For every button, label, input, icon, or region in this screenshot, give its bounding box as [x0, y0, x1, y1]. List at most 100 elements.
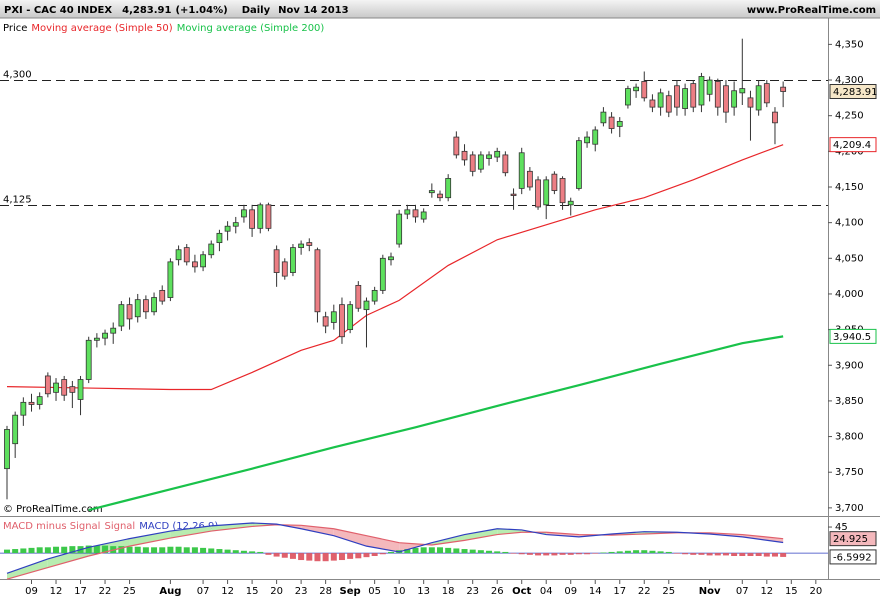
- candle-body: [526, 170, 533, 188]
- candle-body: [567, 200, 574, 206]
- candle-body: [298, 243, 305, 249]
- histogram-bar: [191, 547, 198, 554]
- candle-body: [657, 92, 664, 108]
- candle-body: [714, 81, 721, 108]
- candle-body: [600, 111, 607, 124]
- candle-body: [232, 222, 239, 227]
- candle-body: [28, 401, 35, 405]
- candle-body: [339, 304, 345, 338]
- y-tick-label: 4,300: [835, 75, 864, 86]
- histogram-bar: [208, 548, 215, 554]
- candle-body: [273, 249, 280, 273]
- x-tick-label: 22: [99, 586, 112, 597]
- histogram-bar: [85, 545, 92, 554]
- histogram-bar: [257, 551, 264, 554]
- candle-body: [453, 136, 460, 156]
- histogram-bar: [747, 553, 754, 556]
- candle-body: [469, 154, 476, 172]
- value-tag: 4,209.4: [833, 140, 871, 151]
- candle-body: [12, 414, 19, 445]
- macd-fill: [211, 522, 253, 532]
- histogram-bar: [502, 551, 509, 554]
- histogram-bar: [477, 550, 484, 554]
- candle-body: [592, 129, 599, 145]
- y-tick-label: 4,150: [835, 182, 864, 193]
- histogram-bar: [281, 553, 288, 558]
- macd-fill: [129, 531, 171, 547]
- candle-body: [102, 332, 108, 339]
- histogram-bar: [28, 547, 35, 554]
- candle-body: [461, 150, 468, 161]
- x-tick-label: 28: [319, 586, 332, 597]
- candle-body: [420, 211, 427, 220]
- candle-body: [36, 396, 43, 405]
- histogram-bar: [240, 550, 247, 554]
- candle-body: [183, 247, 190, 263]
- header-bar: [0, 0, 880, 18]
- histogram-bar: [633, 550, 640, 554]
- candle-body: [747, 97, 754, 108]
- candle-body: [20, 401, 27, 416]
- histogram-bar: [755, 553, 762, 556]
- histogram-bar: [175, 546, 182, 554]
- candle-body: [388, 256, 394, 261]
- histogram-bar: [126, 546, 133, 554]
- date: Nov 14 2013: [278, 5, 349, 16]
- histogram-bar: [575, 553, 582, 555]
- value-tag-box: [829, 531, 877, 547]
- candle-body: [674, 85, 680, 108]
- histogram-bar: [690, 553, 697, 555]
- histogram-bar: [44, 547, 51, 554]
- x-tick-label: Sep: [340, 586, 361, 597]
- macd-fill: [464, 528, 498, 541]
- candle-body: [200, 254, 206, 268]
- histogram-bar: [36, 547, 43, 554]
- candle-body: [110, 327, 117, 334]
- histogram-bar: [347, 553, 354, 559]
- y-tick-label: 3,700: [835, 503, 864, 514]
- histogram-bar: [649, 550, 656, 554]
- y-tick-label: 3,850: [835, 396, 864, 407]
- histogram-bar: [338, 553, 345, 561]
- y-tick-label: 4,100: [835, 218, 864, 229]
- candle-body: [445, 178, 452, 199]
- histogram-bar: [330, 553, 337, 561]
- candle-body: [625, 88, 631, 106]
- histogram-bar: [167, 546, 174, 554]
- candle-body: [61, 379, 68, 396]
- candle-body: [494, 150, 501, 158]
- x-tick-label: 14: [589, 586, 602, 597]
- histogram-bar: [461, 549, 468, 554]
- candle-body: [134, 299, 141, 318]
- histogram-bar: [53, 546, 60, 554]
- candle-body: [241, 209, 247, 218]
- histogram-bar: [183, 547, 190, 554]
- macd-fill: [366, 535, 400, 552]
- x-tick-label: 25: [123, 586, 136, 597]
- x-tick-label: Nov: [699, 586, 721, 597]
- candle-body: [575, 140, 582, 189]
- macd-line: [6, 524, 784, 580]
- legend-signal: Signal: [104, 521, 135, 532]
- candle-body: [44, 375, 51, 395]
- histogram-bar: [151, 547, 158, 554]
- histogram-bar: [739, 553, 746, 556]
- candle-body: [559, 178, 566, 204]
- histogram-bar: [314, 553, 321, 562]
- x-tick-label: 12: [50, 586, 63, 597]
- candle-body: [159, 289, 166, 302]
- candle-body: [347, 304, 354, 331]
- x-tick-label: 22: [638, 586, 651, 597]
- candle-body: [396, 213, 403, 245]
- candle-body: [192, 261, 198, 268]
- y-tick-label: 4,350: [835, 39, 864, 50]
- candle-body: [355, 284, 362, 309]
- value-tag-box: [829, 84, 877, 100]
- histogram-bar: [486, 550, 493, 554]
- moving-average: [88, 335, 784, 512]
- histogram-bar: [118, 546, 125, 554]
- site: www.ProRealTime.com: [747, 5, 876, 16]
- candle-body: [167, 261, 174, 298]
- x-tick-label: 26: [491, 586, 504, 597]
- period: Daily: [242, 5, 271, 16]
